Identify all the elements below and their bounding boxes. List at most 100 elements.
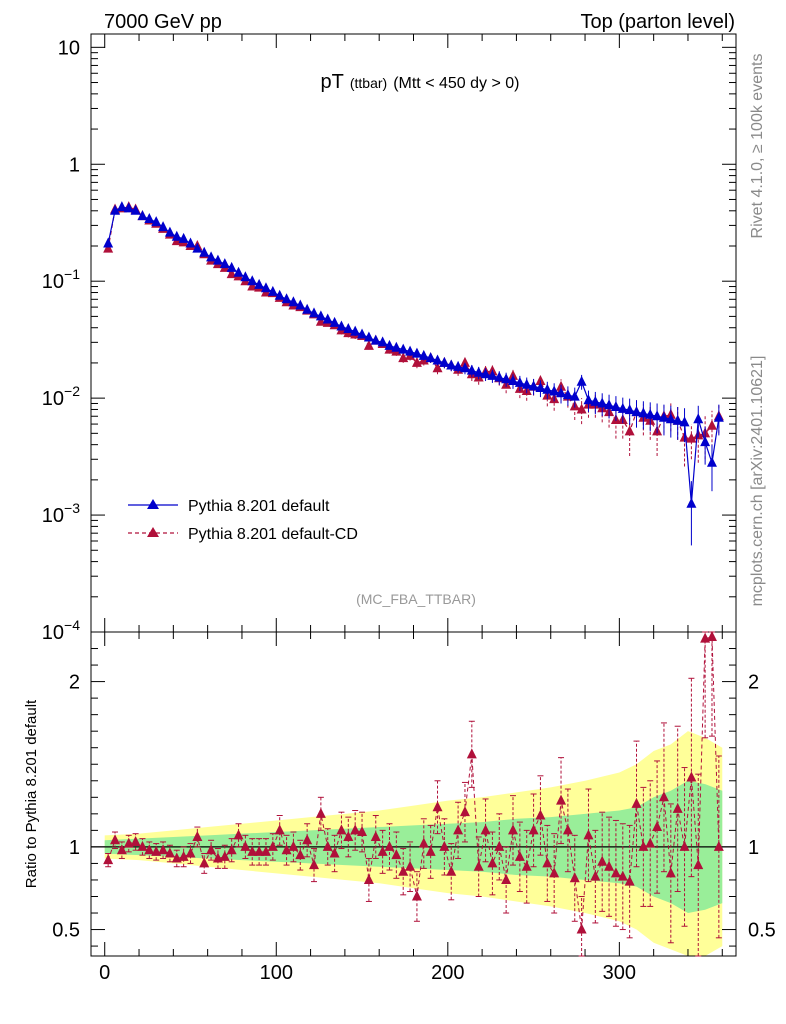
- data-point: [391, 341, 402, 352]
- data-point: [624, 425, 635, 436]
- main-title-pt: pT: [321, 71, 344, 93]
- data-point: [549, 385, 560, 396]
- legend-marker-default-cd: [147, 527, 159, 537]
- data-point: [576, 403, 587, 414]
- data-point: [521, 378, 532, 389]
- main-y-tick-label: 10−1: [42, 266, 80, 293]
- legend-label-default: Pythia 8.201 default: [188, 498, 330, 515]
- data-point: [501, 373, 512, 384]
- data-point: [363, 331, 374, 342]
- data-point: [665, 413, 676, 424]
- ratio-data-point: [260, 845, 271, 856]
- data-point: [357, 328, 368, 339]
- ratio-data-point: [398, 865, 409, 876]
- ratio-data-point: [288, 840, 299, 851]
- main-title: pT (ttbar) (Mtt < 450 dy > 0): [321, 71, 520, 93]
- ratio-data-point: [631, 797, 642, 808]
- data-point: [617, 402, 628, 413]
- data-point: [624, 404, 635, 415]
- data-point: [706, 456, 717, 467]
- ratio-y-tick-label: 2: [69, 672, 80, 694]
- data-point: [288, 296, 299, 307]
- ratio-data-point: [604, 860, 615, 871]
- legend: Pythia 8.201 default Pythia 8.201 defaul…: [128, 498, 358, 543]
- ratio-data-point: [267, 840, 278, 851]
- data-point: [302, 303, 313, 314]
- data-point: [144, 213, 155, 224]
- data-point: [398, 343, 409, 354]
- data-point: [535, 375, 546, 386]
- ratio-data-point: [185, 847, 196, 858]
- ratio-data-point: [116, 844, 127, 855]
- ratio-data-point: [370, 830, 381, 841]
- data-point: [377, 336, 388, 347]
- ratio-data-point: [576, 923, 587, 934]
- data-point: [466, 364, 477, 375]
- main-y-tick-label: 10−2: [42, 383, 80, 410]
- data-point: [672, 414, 683, 425]
- ratio-data-point: [686, 771, 697, 782]
- data-point: [597, 397, 608, 408]
- legend-marker-default: [147, 499, 159, 509]
- ratio-data-point: [178, 850, 189, 861]
- data-point: [103, 242, 114, 253]
- data-point: [432, 362, 443, 373]
- ratio-data-point: [309, 859, 320, 870]
- ratio-x-ticks: 0 100 200 300: [99, 632, 723, 984]
- data-point: [158, 221, 169, 232]
- ratio-data-point: [645, 837, 656, 848]
- ratio-data-point: [295, 849, 306, 860]
- data-point: [453, 360, 464, 371]
- data-point: [110, 204, 121, 215]
- ratio-data-point: [315, 807, 326, 818]
- header-left: 7000 GeV pp: [104, 11, 222, 33]
- watermark: (MC_FBA_TTBAR): [356, 591, 476, 607]
- data-point: [638, 407, 649, 418]
- ratio-data-point: [466, 748, 477, 759]
- data-point: [329, 316, 340, 327]
- ratio-data-point: [562, 824, 573, 835]
- ratio-data-point: [254, 845, 265, 856]
- main-y-tick-base: 10: [58, 37, 80, 59]
- ratio-data-point: [480, 824, 491, 835]
- ratio-data-point: [281, 844, 292, 855]
- series-default: [103, 201, 724, 546]
- ratio-data-point: [343, 830, 354, 841]
- data-point: [569, 390, 580, 401]
- ratio-data-point: [514, 850, 525, 861]
- ratio-data-point: [110, 834, 121, 845]
- ratio-ylabel: Ratio to Pythia 8.201 default: [23, 699, 40, 888]
- ratio-data-point: [549, 867, 560, 878]
- legend-label-default-cd: Pythia 8.201 default-CD: [188, 526, 358, 543]
- main-title-sub: (ttbar): [350, 75, 387, 91]
- mcplots-label: mcplots.cern.ch [arXiv:2401.10621]: [749, 356, 766, 607]
- ratio-data-point: [164, 847, 175, 858]
- data-point: [267, 285, 278, 296]
- ratio-data-point: [713, 840, 724, 851]
- ratio-data-point: [432, 801, 443, 812]
- data-point: [116, 201, 127, 212]
- main-y-tick-base: 10: [42, 505, 64, 527]
- ratio-data-point: [384, 840, 395, 851]
- main-y-tick-exp: −4: [64, 617, 80, 633]
- ratio-data-point: [556, 794, 567, 805]
- main-title-cut: (Mtt < 450 dy > 0): [393, 75, 519, 92]
- data-point: [446, 359, 457, 370]
- ratio-data-point: [336, 824, 347, 835]
- ratio-data-point: [706, 630, 717, 641]
- data-point: [185, 237, 196, 248]
- data-point: [226, 261, 237, 272]
- ratio-series-default-cd: [103, 630, 724, 957]
- data-point: [480, 368, 491, 379]
- main-y-tick-exp: −3: [64, 500, 80, 516]
- data-point: [700, 436, 711, 447]
- ratio-data-point: [597, 855, 608, 866]
- data-point: [411, 347, 422, 358]
- ratio-data-point: [206, 844, 217, 855]
- ratio-data-point: [652, 821, 663, 832]
- ratio-data-point: [501, 873, 512, 884]
- data-point: [274, 289, 285, 300]
- ratio-data-point: [446, 865, 457, 876]
